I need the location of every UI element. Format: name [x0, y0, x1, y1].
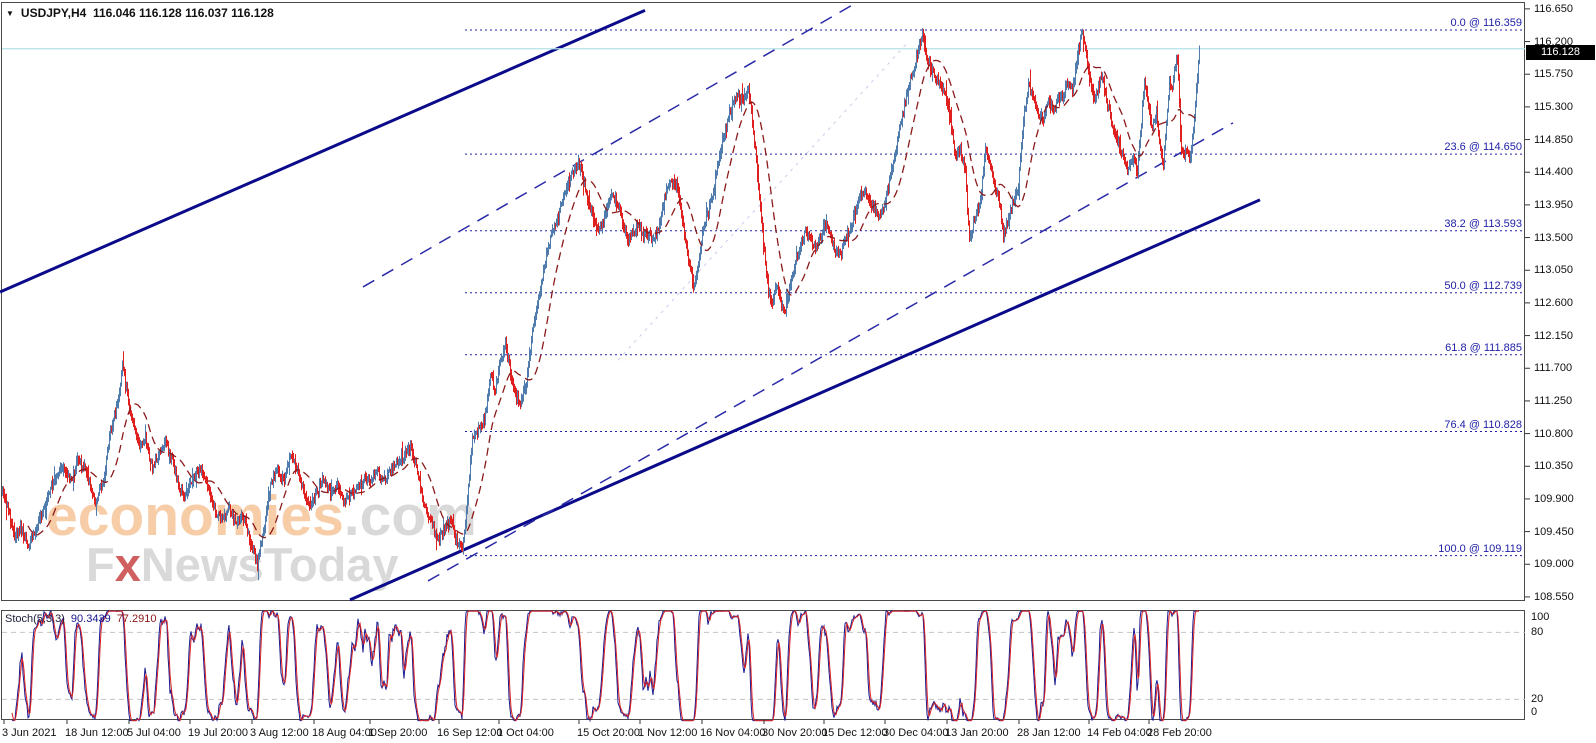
fib-level-label: 100.0 @ 109.119: [1438, 542, 1522, 555]
price-axis-label: 113.950: [1534, 198, 1573, 211]
symbol-dropdown-arrow[interactable]: ▼: [6, 9, 14, 18]
date-axis-label: 18 Aug 04:00: [312, 727, 377, 739]
fib-level-label: 23.6 @ 114.650: [1444, 141, 1522, 154]
price-axis-label: 112.600: [1534, 296, 1573, 309]
stoch-level-label: 20: [1531, 693, 1544, 706]
fib-level-label: 61.8 @ 111.885: [1445, 341, 1522, 354]
date-axis-label: 19 Jul 20:00: [188, 727, 248, 739]
price-axis-label: 111.700: [1534, 362, 1573, 375]
price-axis-label: 113.500: [1534, 231, 1573, 244]
stoch-main-value: 90.3439: [70, 613, 111, 625]
fib-level-label: 50.0 @ 112.739: [1444, 279, 1522, 292]
stoch-level-label: 0: [1531, 706, 1538, 718]
stoch-level-label: 100: [1531, 611, 1550, 623]
price-axis-label: 110.800: [1534, 427, 1573, 440]
stochastic-panel[interactable]: [1, 610, 1525, 720]
price-axis-label: 114.400: [1534, 166, 1573, 179]
stoch-signal-value: 77.2910: [116, 613, 157, 625]
symbol-timeframe-label: USDJPY,H4: [20, 6, 87, 20]
watermark-subtitle: FxNewsToday: [86, 538, 399, 591]
date-axis[interactable]: 3 Jun 2021 18 Jun 12:00 5 Jul 04:00 19 Jul …: [0, 720, 1596, 743]
fib-level-label: 0.0 @ 116.359: [1450, 17, 1522, 29]
ohlc-readout: 116.046 116.128 116.037 116.128: [92, 6, 274, 20]
price-axis-label: 110.350: [1534, 460, 1573, 473]
date-axis-label: 28 Jan 12:00: [1017, 727, 1081, 739]
date-axis-label: 30 Dec 04:00: [883, 727, 949, 739]
date-axis-label: 30 Nov 20:00: [762, 727, 828, 739]
price-axis-label: 116.650: [1534, 2, 1573, 15]
stoch-indicator-label: Stoch(5,3,3) 90.3439 77.2910: [5, 613, 156, 625]
price-axis-label: 114.850: [1534, 133, 1573, 146]
price-axis-label: 113.050: [1534, 264, 1573, 277]
fib-level-label: 38.2 @ 113.593: [1444, 217, 1522, 230]
fib-level-label: 76.4 @ 110.828: [1444, 418, 1522, 431]
price-axis-label: 109.450: [1534, 525, 1574, 538]
watermark: economies.com FxNewsToday: [46, 488, 477, 591]
date-axis-label: 1 Oct 04:00: [497, 727, 554, 739]
watermark-x-logo: x: [114, 538, 141, 591]
date-axis-label: 15 Dec 12:00: [822, 727, 888, 739]
date-axis-label: 3 Jun 2021: [2, 727, 57, 739]
price-axis-label: 111.250: [1534, 394, 1573, 407]
chart-title: ▼ USDJPY,H4 116.046 116.128 116.037 116.1…: [6, 6, 274, 20]
watermark-brand: economies.com: [46, 488, 477, 545]
price-axis-label: 115.300: [1534, 100, 1573, 113]
date-axis-label: 14 Feb 04:00: [1087, 727, 1152, 739]
price-axis-label: 116.200: [1534, 35, 1573, 48]
price-axis-label: 112.150: [1534, 329, 1573, 342]
date-axis-label: 1 Nov 12:00: [638, 727, 698, 739]
price-axis[interactable]: 116.650 116.200 115.750 115.300 114.850 114.4…: [1526, 0, 1596, 743]
date-axis-label: 18 Jun 12:00: [65, 727, 129, 739]
stoch-name: Stoch(5,3,3): [5, 613, 65, 625]
stoch-level-label: 80: [1531, 626, 1544, 639]
date-axis-label: 15 Oct 20:00: [577, 727, 640, 739]
date-axis-label: 28 Feb 20:00: [1147, 727, 1212, 739]
date-axis-label: 1 Sep 20:00: [368, 727, 428, 739]
current-price-badge: 116.128: [1526, 45, 1595, 60]
price-axis-label: 109.000: [1534, 558, 1574, 571]
date-axis-label: 16 Nov 04:00: [700, 727, 766, 739]
price-axis-label: 109.900: [1534, 492, 1574, 505]
date-axis-label: 5 Jul 04:00: [127, 727, 181, 739]
date-axis-label: 13 Jan 20:00: [945, 727, 1009, 739]
price-axis-label: 108.550: [1534, 590, 1574, 603]
date-axis-label: 16 Sep 12:00: [437, 727, 503, 739]
date-axis-label: 3 Aug 12:00: [250, 727, 309, 739]
price-axis-label: 115.750: [1534, 68, 1573, 81]
